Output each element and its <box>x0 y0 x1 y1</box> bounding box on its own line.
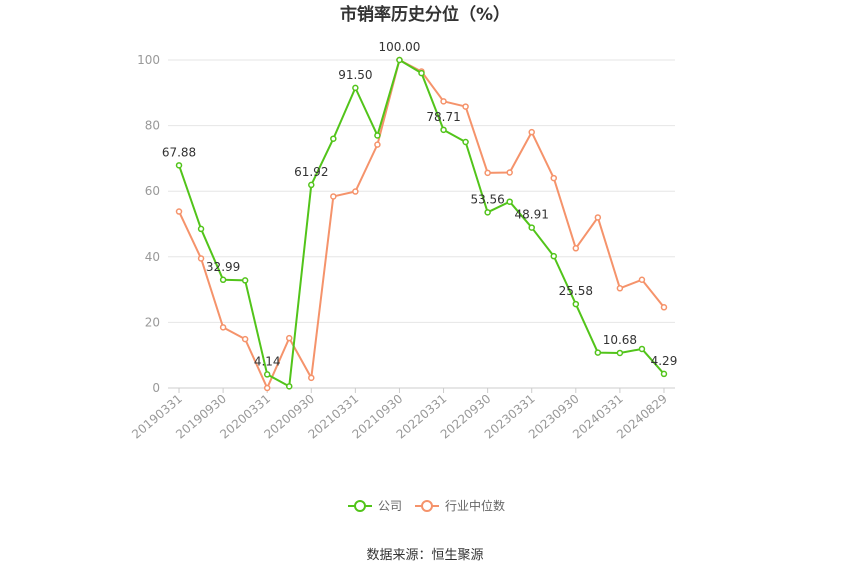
data-point[interactable] <box>506 169 513 176</box>
data-point[interactable] <box>175 208 183 215</box>
data-label: 53.56 <box>470 192 504 206</box>
data-point[interactable] <box>594 214 602 221</box>
data-label: 10.68 <box>603 333 637 347</box>
y-axis: 0 20 40 60 80 100 <box>137 53 160 395</box>
legend-item-company[interactable]: 公司 <box>348 499 402 513</box>
chart-title: 市销率历史分位（%） <box>340 4 510 25</box>
y-tick-label: 20 <box>145 315 160 329</box>
data-label: 78.71 <box>426 110 460 124</box>
data-point[interactable] <box>638 345 646 353</box>
data-label: 32.99 <box>206 260 240 274</box>
data-point[interactable] <box>219 324 227 331</box>
x-axis: 2019033120190930202003312020093020210331… <box>129 388 670 442</box>
data-point[interactable] <box>308 181 315 189</box>
data-point[interactable] <box>572 245 580 252</box>
series-line <box>178 59 665 388</box>
data-point[interactable] <box>241 277 249 284</box>
data-point[interactable] <box>440 98 447 105</box>
data-point[interactable] <box>660 304 668 311</box>
data-label: 4.14 <box>254 354 281 368</box>
data-source: 数据来源：恒生聚源 <box>366 548 483 563</box>
data-point[interactable] <box>660 370 668 378</box>
legend-label: 公司 <box>378 499 402 513</box>
data-point[interactable] <box>374 132 381 139</box>
grid <box>168 59 675 389</box>
data-label: 48.91 <box>515 208 549 222</box>
data-point[interactable] <box>308 374 315 382</box>
data-point[interactable] <box>462 138 469 146</box>
data-point[interactable] <box>285 334 293 342</box>
data-point[interactable] <box>263 384 271 392</box>
data-point[interactable] <box>484 169 491 177</box>
series-layer <box>175 56 668 392</box>
data-point[interactable] <box>330 193 337 200</box>
data-point[interactable] <box>330 135 337 142</box>
data-point[interactable] <box>528 224 535 231</box>
data-label: 25.58 <box>559 284 593 298</box>
legend-label: 行业中位数 <box>445 498 505 513</box>
data-point[interactable] <box>197 255 205 262</box>
data-point[interactable] <box>219 276 227 284</box>
legend[interactable]: 公司 行业中位数 <box>348 498 505 513</box>
data-point[interactable] <box>572 300 580 308</box>
data-point[interactable] <box>285 383 293 390</box>
data-point[interactable] <box>352 84 359 92</box>
data-point[interactable] <box>175 162 183 169</box>
data-point[interactable] <box>550 174 558 182</box>
series-company <box>175 56 668 390</box>
y-tick-label: 100 <box>137 53 160 67</box>
data-point[interactable] <box>638 276 646 284</box>
data-point[interactable] <box>616 285 624 292</box>
data-point[interactable] <box>418 69 425 77</box>
data-point[interactable] <box>484 209 491 216</box>
data-point[interactable] <box>594 349 602 356</box>
y-tick-label: 80 <box>145 119 160 133</box>
data-point[interactable] <box>440 126 447 134</box>
data-label: 4.29 <box>651 354 678 368</box>
data-label: 100.00 <box>378 40 420 54</box>
data-point[interactable] <box>396 56 403 64</box>
data-label: 91.50 <box>338 68 372 82</box>
legend-item-industry-median[interactable]: 行业中位数 <box>415 498 505 513</box>
legend-swatch-marker <box>354 500 366 512</box>
data-point[interactable] <box>263 371 271 378</box>
data-point[interactable] <box>462 103 469 110</box>
data-label: 67.88 <box>162 145 196 159</box>
data-label: 61.92 <box>294 165 328 179</box>
data-labels: 67.88 32.99 4.14 61.92 91.50 100.00 78.71 53.56… <box>162 40 677 368</box>
data-point[interactable] <box>241 335 249 343</box>
legend-swatch-marker <box>421 500 433 512</box>
data-point[interactable] <box>528 128 535 136</box>
data-point[interactable] <box>616 349 624 357</box>
data-point[interactable] <box>197 225 205 233</box>
y-tick-label: 0 <box>152 381 160 395</box>
data-point[interactable] <box>352 188 359 195</box>
data-point[interactable] <box>550 252 558 260</box>
y-tick-label: 40 <box>145 250 160 264</box>
data-point[interactable] <box>374 141 381 148</box>
y-tick-label: 60 <box>145 184 160 198</box>
data-point[interactable] <box>506 198 513 205</box>
